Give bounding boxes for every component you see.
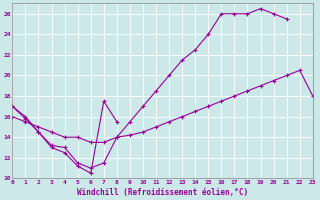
X-axis label: Windchill (Refroidissement éolien,°C): Windchill (Refroidissement éolien,°C)	[77, 188, 248, 197]
